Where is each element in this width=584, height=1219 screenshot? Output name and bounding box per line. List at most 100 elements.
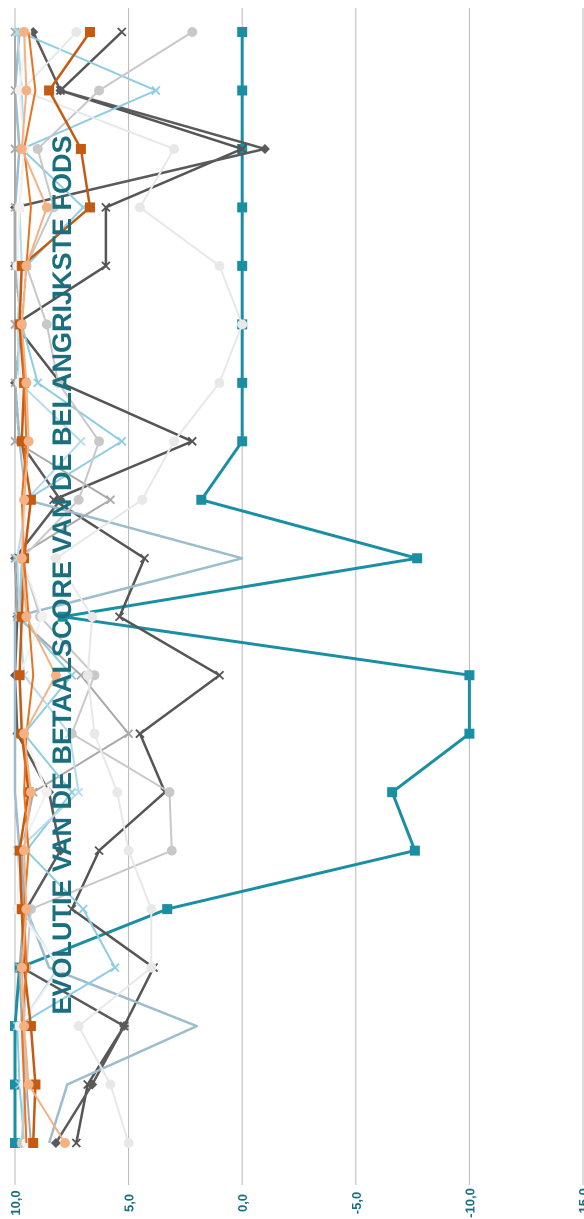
tick-label: 0,0 — [235, 1194, 250, 1212]
data-point — [164, 787, 175, 798]
data-point — [214, 260, 225, 271]
data-point — [237, 27, 248, 37]
series-path — [20, 31, 66, 1144]
tick-label: -10,0 — [462, 1188, 477, 1218]
data-point — [387, 787, 398, 798]
data-point — [196, 494, 207, 505]
series-path — [20, 31, 244, 1144]
series-path — [14, 32, 130, 1144]
data-point — [146, 962, 157, 973]
data-point — [55, 845, 66, 856]
data-point — [412, 553, 423, 564]
data-point — [16, 553, 27, 564]
data-point — [21, 904, 32, 915]
data-point — [187, 27, 198, 37]
data-point — [32, 143, 43, 154]
data-point — [123, 729, 134, 739]
data-point — [214, 377, 225, 388]
data-point — [166, 845, 177, 856]
data-point — [119, 1021, 130, 1032]
data-point — [71, 27, 82, 37]
data-point — [41, 202, 52, 213]
data-point — [84, 27, 95, 37]
data-point — [59, 1138, 70, 1148]
data-point — [19, 1021, 30, 1032]
data-point — [237, 85, 248, 96]
data-point — [10, 1079, 20, 1090]
data-point — [50, 1138, 61, 1148]
data-point — [101, 261, 111, 271]
data-point — [75, 143, 86, 154]
data-point — [464, 670, 475, 681]
data-point — [25, 1021, 36, 1032]
data-point — [139, 553, 150, 563]
data-point — [37, 611, 48, 622]
data-point — [101, 202, 111, 213]
data-point — [21, 611, 32, 622]
data-point — [237, 377, 248, 388]
data-point — [66, 728, 77, 739]
chart-title: EVOLUTIE VAN DE BETAALSCORE VAN DE BELAN… — [47, 135, 77, 1014]
series-path — [16, 31, 62, 1144]
data-point — [19, 494, 30, 505]
data-point — [237, 202, 248, 213]
data-point — [237, 436, 248, 447]
series-path — [20, 31, 37, 1144]
data-point — [28, 1138, 39, 1148]
data-point — [14, 670, 25, 681]
data-point — [89, 728, 100, 739]
data-point — [57, 611, 68, 622]
data-point — [19, 728, 30, 739]
data-point — [21, 85, 32, 96]
data-point — [117, 436, 127, 446]
data-point — [44, 85, 55, 96]
data-point — [112, 787, 123, 798]
data-point — [10, 1138, 20, 1148]
data-point — [82, 670, 93, 681]
data-point — [55, 494, 66, 505]
data-point — [19, 845, 30, 856]
data-point — [73, 1021, 84, 1032]
data-point — [23, 1079, 34, 1090]
series-path — [20, 31, 193, 1144]
data-point — [259, 143, 270, 154]
data-point — [237, 144, 247, 154]
data-point — [94, 436, 105, 447]
data-point — [16, 319, 27, 330]
data-point — [151, 85, 161, 96]
data-point — [48, 495, 59, 505]
data-point — [55, 962, 66, 973]
data-point — [237, 319, 248, 330]
data-point — [105, 1079, 116, 1090]
series-line — [16, 27, 248, 1148]
series-line — [16, 27, 70, 1148]
data-series — [10, 27, 475, 1148]
tick-label: -5,0 — [349, 1192, 364, 1214]
data-point — [78, 904, 88, 914]
data-point — [94, 85, 105, 96]
tick-label: 5,0 — [122, 1194, 137, 1212]
data-point — [41, 787, 52, 798]
data-point — [237, 260, 248, 271]
data-point — [30, 1079, 41, 1090]
series-path — [16, 31, 157, 1144]
data-point — [67, 904, 77, 914]
data-point — [33, 378, 43, 388]
data-point — [123, 1138, 134, 1148]
data-point — [53, 377, 64, 388]
data-point — [21, 377, 32, 388]
data-point — [25, 494, 36, 505]
data-point — [67, 670, 77, 680]
data-point — [87, 611, 98, 622]
data-point — [21, 260, 32, 271]
data-point — [137, 494, 148, 505]
data-point — [16, 436, 27, 447]
data-point — [73, 494, 84, 505]
data-point — [110, 962, 120, 973]
data-point — [117, 27, 127, 37]
tick-labels: 10,0 5,0 0,0 -5,0 -10,0 -15,0 — [8, 1188, 584, 1218]
data-point — [41, 319, 52, 330]
data-point — [464, 728, 475, 739]
data-point — [94, 845, 104, 856]
